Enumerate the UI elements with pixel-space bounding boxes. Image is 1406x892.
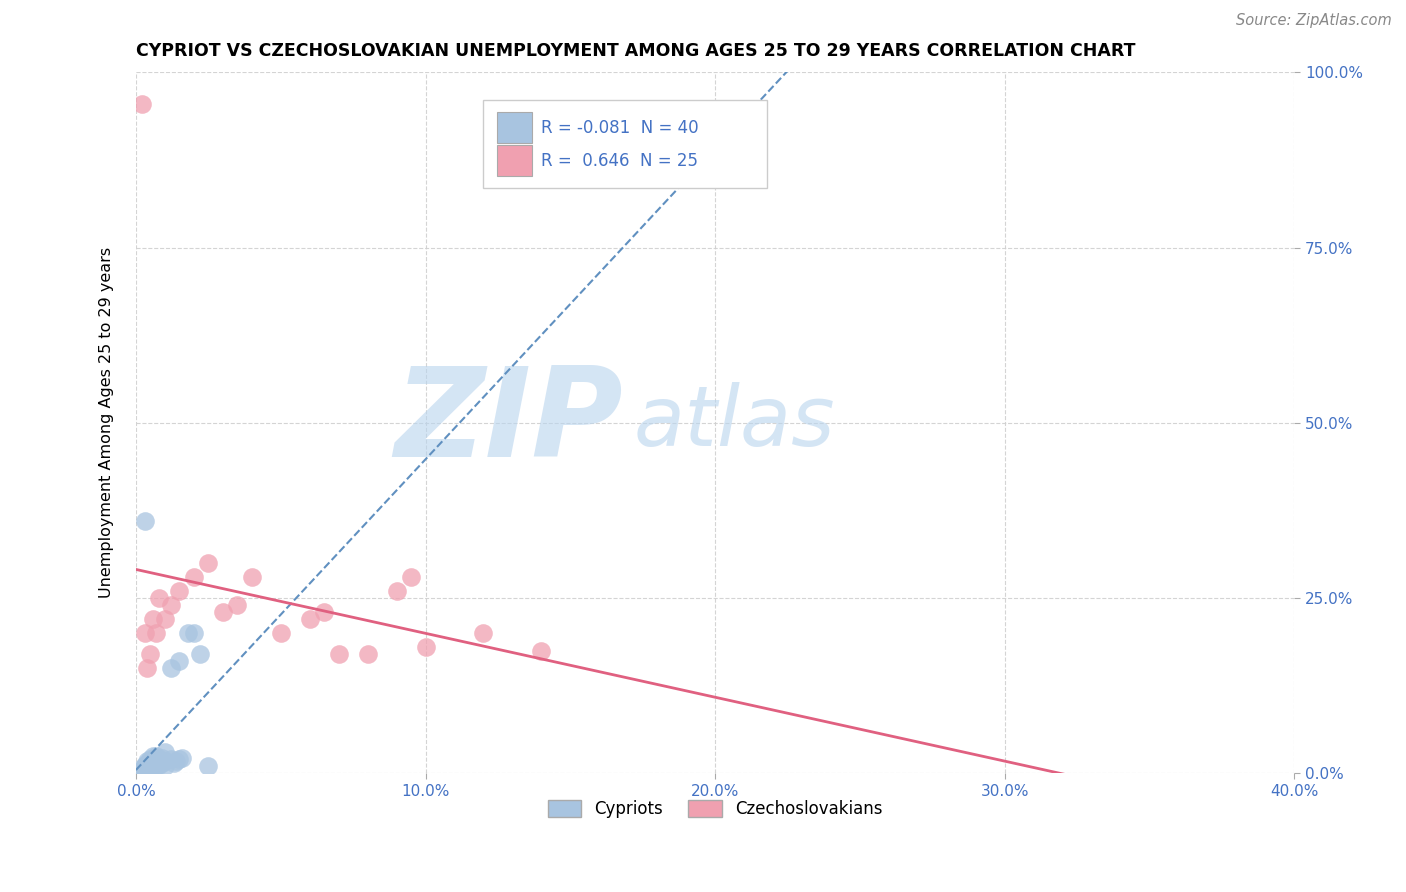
Y-axis label: Unemployment Among Ages 25 to 29 years: Unemployment Among Ages 25 to 29 years (100, 247, 114, 599)
Point (188, 647, 211, 661)
Point (131, 97, 153, 112)
Point (139, 758, 162, 772)
Point (136, 761, 159, 775)
FancyBboxPatch shape (498, 145, 531, 177)
Point (328, 647, 350, 661)
Point (145, 748, 167, 763)
Text: Source: ZipAtlas.com: Source: ZipAtlas.com (1236, 13, 1392, 29)
Text: ZIP: ZIP (394, 362, 623, 483)
Point (142, 612, 165, 626)
Point (134, 762, 156, 776)
Point (148, 758, 170, 772)
Point (139, 760, 162, 774)
Legend: Cypriots, Czechoslovakians: Cypriots, Czechoslovakians (541, 793, 889, 825)
Point (270, 626, 292, 640)
Point (415, 640, 437, 655)
Point (134, 514, 156, 528)
Point (148, 591, 170, 606)
Point (298, 612, 321, 626)
Point (183, 570, 205, 584)
Point (139, 647, 162, 661)
Point (153, 759, 176, 773)
Point (142, 759, 165, 773)
Text: CYPRIOT VS CZECHOSLOVAKIAN UNEMPLOYMENT AMONG AGES 25 TO 29 YEARS CORRELATION CH: CYPRIOT VS CZECHOSLOVAKIAN UNEMPLOYMENT … (136, 42, 1136, 60)
Point (136, 756, 159, 770)
Point (153, 612, 176, 626)
Point (136, 661, 159, 675)
Point (148, 752, 170, 766)
Point (165, 754, 187, 768)
Point (172, 751, 194, 765)
Point (134, 758, 156, 772)
Point (150, 751, 173, 765)
Point (131, 763, 153, 777)
Text: atlas: atlas (634, 383, 835, 464)
Point (530, 644, 553, 658)
Point (197, 759, 219, 773)
Text: R = -0.081  N = 40: R = -0.081 N = 40 (541, 119, 699, 136)
Point (139, 752, 162, 766)
Point (211, 605, 233, 619)
Point (134, 759, 156, 773)
Text: R =  0.646  N = 25: R = 0.646 N = 25 (541, 152, 699, 169)
Point (136, 759, 159, 773)
Point (240, 570, 263, 584)
FancyBboxPatch shape (484, 101, 768, 188)
Point (142, 748, 165, 763)
FancyBboxPatch shape (498, 112, 531, 144)
Point (145, 626, 167, 640)
Point (131, 761, 153, 775)
Point (399, 570, 422, 584)
Point (159, 598, 181, 612)
Point (139, 762, 162, 776)
Point (356, 647, 378, 661)
Point (136, 763, 159, 777)
Point (169, 654, 191, 668)
Point (197, 556, 219, 570)
Point (136, 754, 159, 768)
Point (169, 752, 191, 766)
Point (145, 759, 167, 773)
Point (142, 756, 165, 770)
Point (159, 661, 181, 675)
Point (314, 605, 336, 619)
Point (136, 763, 159, 777)
Point (385, 584, 408, 599)
Point (177, 626, 200, 640)
Point (183, 626, 205, 640)
Point (150, 756, 173, 770)
Point (169, 584, 191, 599)
Point (153, 745, 176, 759)
Point (162, 756, 184, 770)
Point (159, 752, 181, 766)
Point (145, 754, 167, 768)
Point (226, 598, 249, 612)
Point (472, 626, 495, 640)
Point (134, 626, 156, 640)
Point (153, 754, 176, 768)
